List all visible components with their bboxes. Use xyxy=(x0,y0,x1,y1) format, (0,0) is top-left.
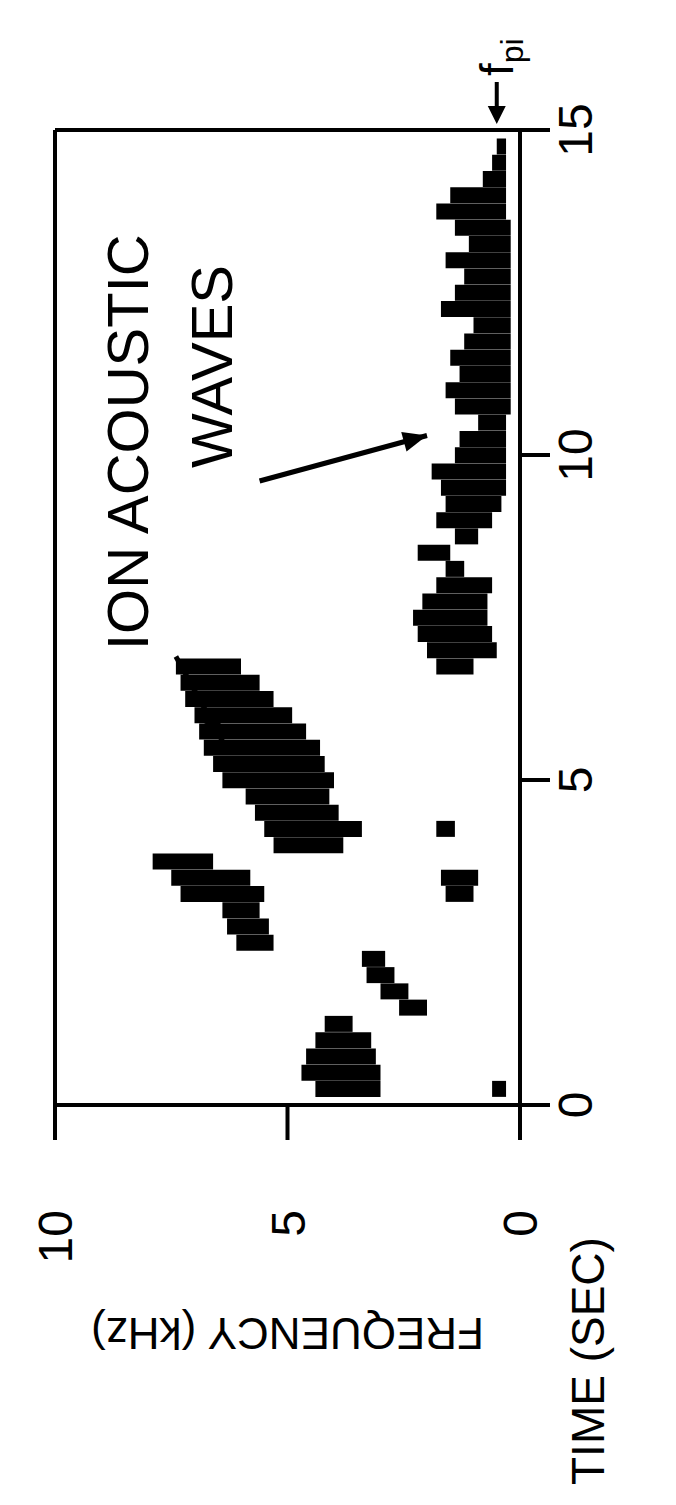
svg-text:ION ACOUSTIC: ION ACOUSTIC xyxy=(95,234,160,650)
svg-text:5: 5 xyxy=(262,1210,315,1237)
svg-text:FREQUENCY (kHz): FREQUENCY (kHz) xyxy=(91,1309,484,1358)
svg-text:0: 0 xyxy=(494,1210,547,1237)
svg-text:0: 0 xyxy=(549,1092,602,1119)
svg-text:WAVES: WAVES xyxy=(179,265,244,468)
svg-text:fpi: fpi xyxy=(471,38,530,76)
svg-text:10: 10 xyxy=(549,428,602,481)
svg-text:TIME (SEC): TIME (SEC) xyxy=(562,1237,614,1485)
svg-text:5: 5 xyxy=(549,767,602,794)
svg-text:10: 10 xyxy=(29,1210,82,1263)
svg-text:15: 15 xyxy=(549,103,602,156)
